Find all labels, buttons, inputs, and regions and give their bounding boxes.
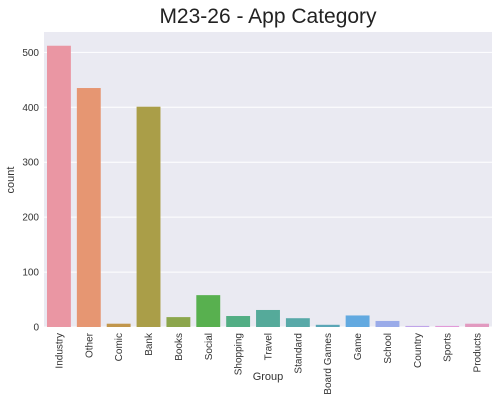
x-tick-label: Social [204, 333, 215, 360]
bar-products [465, 324, 489, 327]
y-tick-label: 300 [22, 158, 39, 169]
chart-title: M23-26 - App Category [159, 5, 377, 28]
bar-country [405, 326, 429, 327]
y-tick-label: 0 [33, 323, 39, 334]
plot-area [44, 32, 492, 327]
y-tick-label: 500 [22, 48, 39, 59]
x-tick-label: Sports [443, 333, 454, 362]
bar-sports [435, 326, 459, 327]
bar-bank [137, 107, 161, 327]
bar-travel [256, 310, 280, 327]
x-tick-label: Other [84, 332, 95, 358]
x-tick-label: School [383, 333, 394, 364]
x-tick-label: Industry [54, 333, 65, 369]
x-tick-label: Bank [144, 332, 155, 356]
x-tick-label: Country [413, 333, 424, 368]
x-tick-label: Standard [293, 333, 304, 374]
bar-school [376, 321, 400, 327]
bar-game [346, 315, 370, 327]
x-tick-label: Board Games [323, 333, 334, 395]
y-tick-labels: 0 100 200 300 400 500 [22, 48, 39, 334]
bar-comic [107, 324, 131, 327]
x-tick-label: Comic [114, 333, 125, 361]
x-tick-label: Shopping [234, 333, 245, 375]
bar-books [166, 317, 190, 327]
y-tick-label: 100 [22, 268, 39, 279]
bar-board-games [316, 325, 340, 327]
y-axis-label: count [5, 167, 17, 194]
y-tick-label: 400 [22, 103, 39, 114]
x-tick-label: Travel [264, 333, 275, 360]
y-tick-label: 200 [22, 213, 39, 224]
x-tick-labels: Industry Other Comic Bank Books Social Shoppin… [54, 332, 483, 395]
x-axis-label: Group [253, 371, 284, 383]
bar-social [196, 295, 220, 327]
bar-standard [286, 318, 310, 327]
x-tick-label: Books [174, 333, 185, 361]
bar-shopping [226, 316, 250, 327]
x-tick-label: Products [473, 333, 484, 372]
bar-other [77, 88, 101, 327]
bar-industry [47, 46, 71, 327]
x-tick-label: Game [353, 333, 364, 361]
